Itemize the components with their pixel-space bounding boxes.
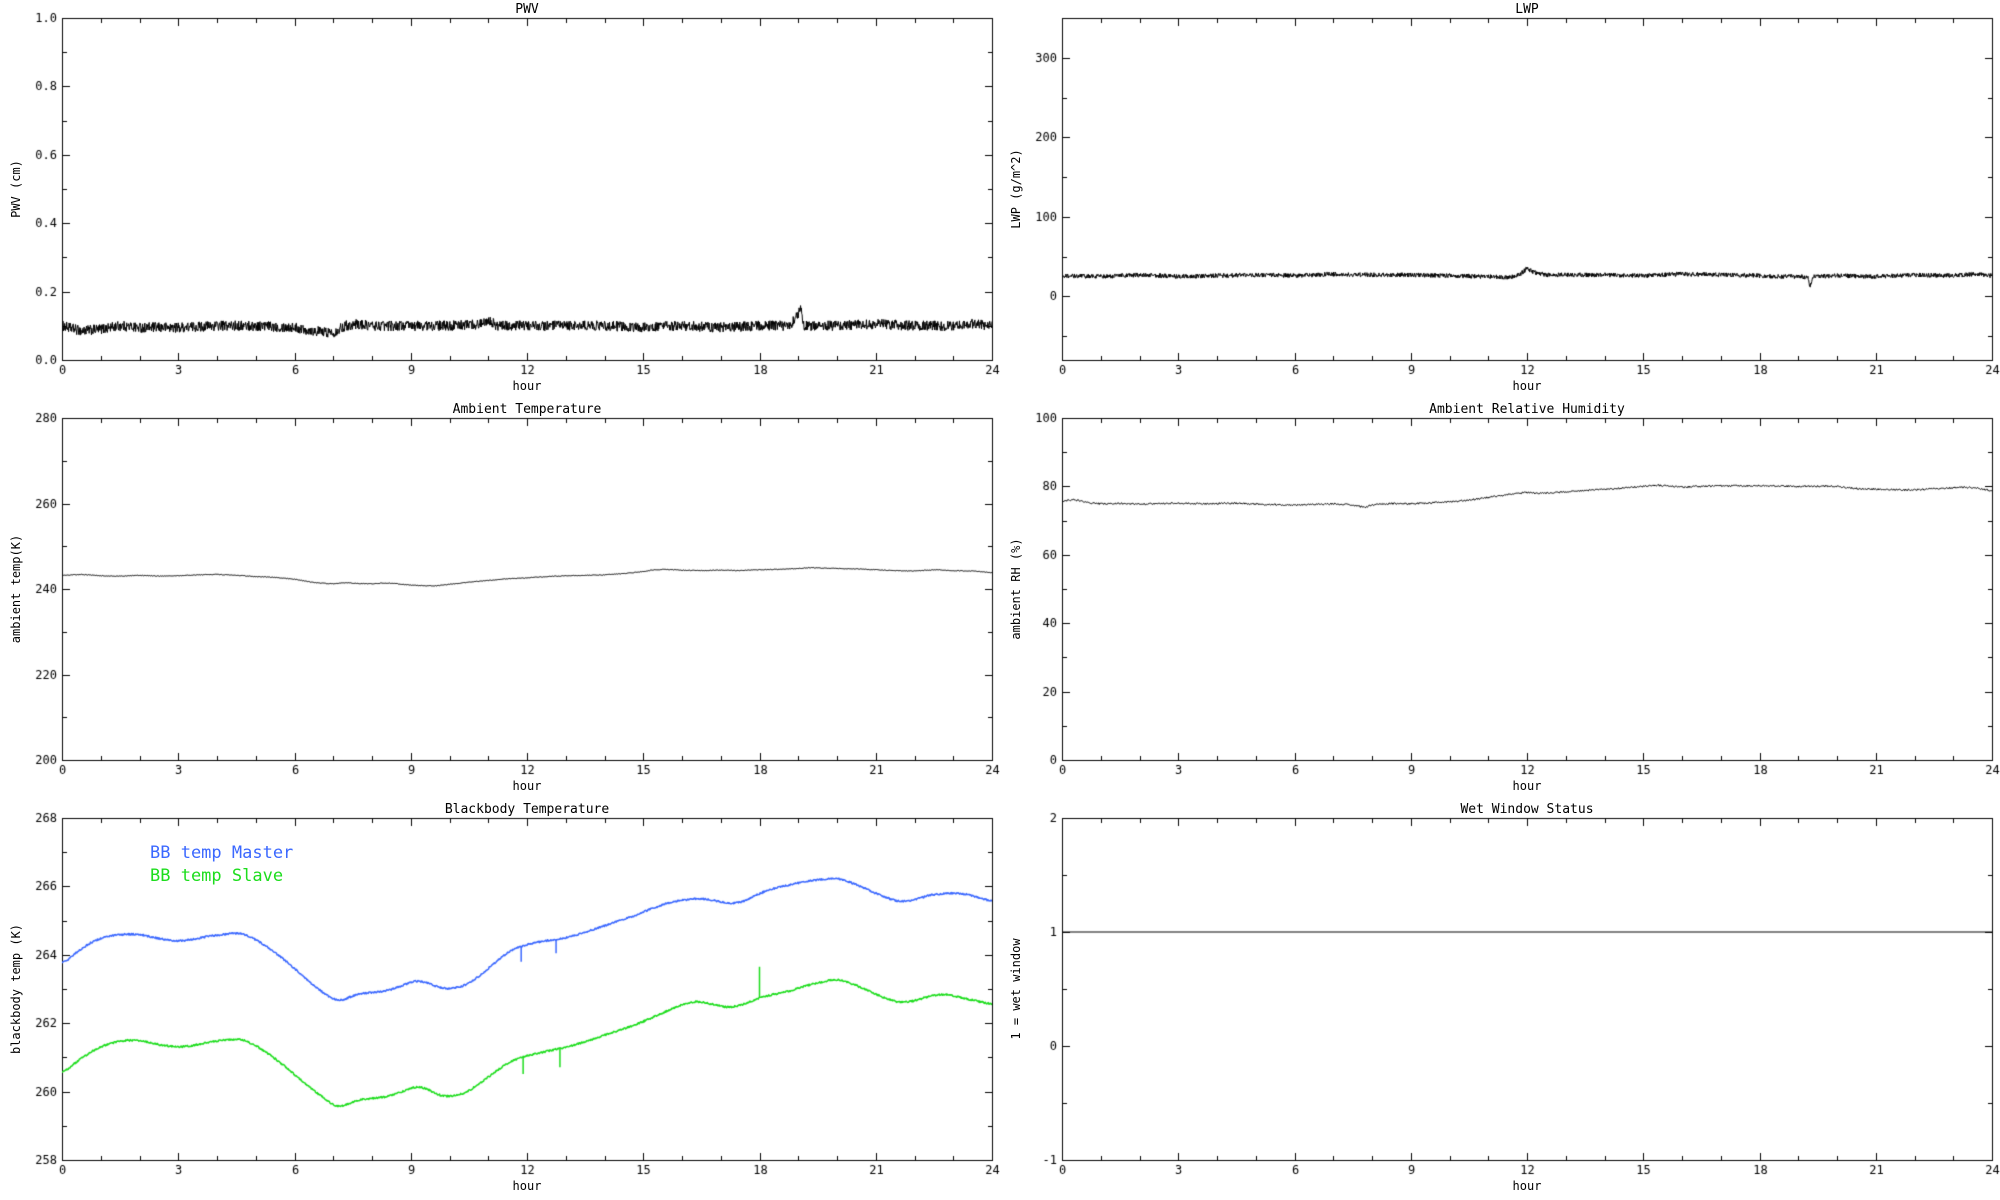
x-axis-label-ambient-relative-humidity: hour: [1512, 779, 1542, 793]
x-axis-label-ambient-temperature: hour: [512, 779, 542, 793]
y-axis-label-blackbody-temperature: blackbody temp (K): [9, 923, 23, 1055]
plot-canvas-lwp: [1000, 0, 2000, 400]
chart-title-ambient-relative-humidity: Ambient Relative Humidity: [1429, 402, 1625, 417]
y-axis-label-ambient-temperature: ambient temp(K): [9, 534, 23, 644]
chart-panel-wet-window-status: Wet Window Status 1 = wet window hour: [1000, 800, 2000, 1200]
bb-legend: BB temp Master BB temp Slave: [150, 842, 293, 888]
chart-panel-ambient-relative-humidity: Ambient Relative Humidity ambient RH (%)…: [1000, 400, 2000, 800]
legend-item-bb-slave: BB temp Slave: [150, 866, 284, 886]
plot-canvas-wet-window-status: [1000, 800, 2000, 1200]
plot-canvas-ambient-relative-humidity: [1000, 400, 2000, 800]
x-axis-label-pwv: hour: [512, 379, 542, 393]
y-axis-label-ambient-relative-humidity: ambient RH (%): [1009, 538, 1023, 640]
chart-title-wet-window-status: Wet Window Status: [1460, 802, 1594, 817]
chart-title-ambient-temperature: Ambient Temperature: [452, 402, 602, 417]
chart-title-blackbody-temperature: Blackbody Temperature: [444, 802, 610, 817]
x-axis-label-wet-window-status: hour: [1512, 1179, 1542, 1193]
chart-title-pwv: PWV: [515, 2, 539, 17]
x-axis-label-lwp: hour: [1512, 379, 1542, 393]
plot-canvas-blackbody-temperature: [0, 800, 1000, 1200]
plot-canvas-ambient-temperature: [0, 400, 1000, 800]
chart-panel-pwv: PWV PWV (cm) hour: [0, 0, 1000, 400]
chart-panel-ambient-temperature: Ambient Temperature ambient temp(K) hour: [0, 400, 1000, 800]
x-axis-label-blackbody-temperature: hour: [512, 1179, 542, 1193]
chart-title-lwp: LWP: [1515, 2, 1539, 17]
chart-panel-blackbody-temperature: Blackbody Temperature blackbody temp (K)…: [0, 800, 1000, 1200]
y-axis-label-lwp: LWP (g/m^2): [1009, 149, 1023, 229]
chart-panel-lwp: LWP LWP (g/m^2) hour: [1000, 0, 2000, 400]
plot-canvas-pwv: [0, 0, 1000, 400]
y-axis-label-pwv: PWV (cm): [9, 160, 23, 218]
y-axis-label-wet-window-status: 1 = wet window: [1009, 938, 1023, 1040]
legend-item-bb-master: BB temp Master: [150, 843, 294, 863]
